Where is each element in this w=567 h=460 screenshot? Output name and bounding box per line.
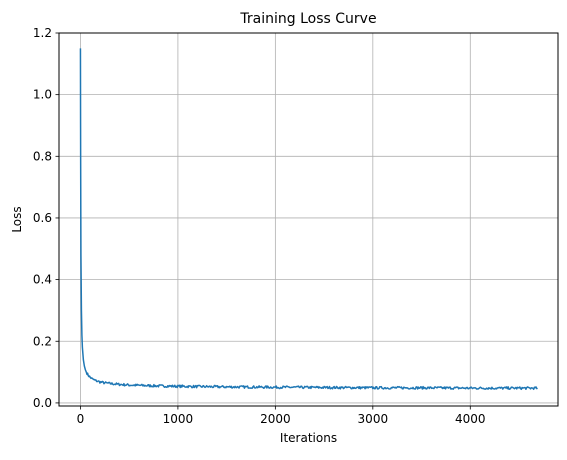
x-tick-label: 4000 <box>455 412 486 426</box>
y-tick-label: 0.2 <box>33 334 52 348</box>
axes-frame <box>58 32 559 407</box>
x-axis-label: Iterations <box>280 431 337 445</box>
y-tick-label: 0.4 <box>33 273 52 287</box>
plot-area <box>79 48 538 391</box>
x-tick-label: 2000 <box>260 412 291 426</box>
chart-title: Training Loss Curve <box>239 11 376 27</box>
x-tick-label: 3000 <box>358 412 389 426</box>
y-tick-label: 0.6 <box>33 211 52 225</box>
y-tick-label: 1.2 <box>33 26 52 40</box>
y-tick-label: 0.0 <box>33 396 52 410</box>
grid <box>59 32 558 406</box>
loss-series-line <box>79 48 538 391</box>
y-axis-label: Loss <box>10 206 24 232</box>
x-tick-label: 1000 <box>163 412 194 426</box>
y-tick-label: 1.0 <box>33 88 52 102</box>
ticks: 0 1000 2000 3000 4000 0.0 0.2 0.4 0.6 0.8 1.0 1.2 <box>33 26 486 426</box>
y-tick-label: 0.8 <box>33 149 52 163</box>
x-tick-label: 0 <box>77 412 85 426</box>
